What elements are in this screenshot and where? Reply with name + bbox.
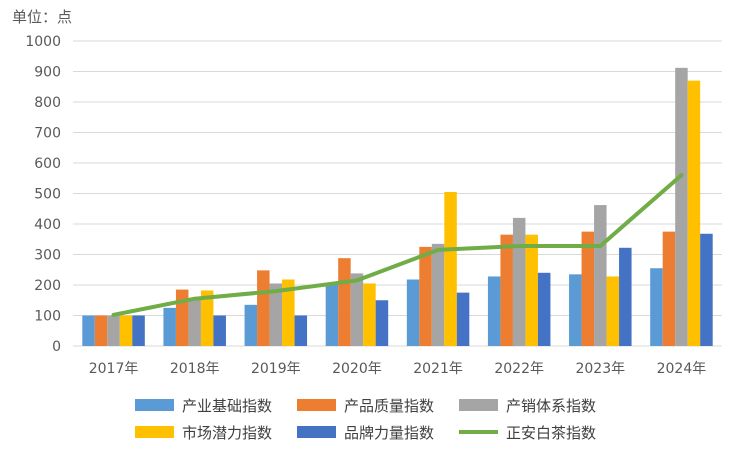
y-tick-label: 200 [34,278,61,294]
bar-series [82,67,713,347]
legend-label: 产业基础指数 [182,397,272,415]
bar [350,273,364,346]
bar [581,231,595,346]
unit-label: 单位：点 [12,8,72,26]
bar [282,279,295,346]
bar [107,315,120,346]
y-tick-label: 500 [34,187,61,203]
bar [419,246,432,346]
bar [269,283,283,346]
bar [257,270,270,346]
bar [188,298,201,346]
legend-label: 正安白茶指数 [506,424,596,442]
bar [325,285,339,346]
bar [594,205,607,346]
y-tick-label: 600 [34,156,61,172]
y-tick-label: 100 [34,309,61,325]
legend-label: 产品质量指数 [344,397,434,415]
legend-swatch [135,399,174,411]
legend-swatch [297,399,336,411]
bar [132,315,145,346]
bar [606,276,620,346]
y-tick-label: 700 [34,126,61,142]
y-tick-label: 300 [34,248,61,264]
bar [456,292,470,346]
bar [512,217,526,346]
legend-label: 市场潜力指数 [182,424,272,442]
x-tick-label: 2020年 [332,361,382,377]
bar [662,231,676,346]
bar [375,300,389,346]
bar [338,258,351,346]
bar [444,191,457,346]
bar [82,315,95,346]
bar [525,234,538,346]
x-tick-label: 2021年 [413,361,463,377]
bar [650,268,663,346]
x-tick-label: 2017年 [89,361,139,377]
x-tick-label: 2024年 [657,361,707,377]
x-tick-label: 2022年 [494,361,544,377]
x-axis-ticks: 2017年 2018年 2019年 2020年 2021年 2022年 2023年 2024年 [89,361,707,377]
y-tick-label: 900 [34,65,61,81]
legend-swatch [297,426,336,438]
y-tick-label: 0 [52,339,61,355]
line-series [111,173,684,317]
bar [487,276,501,346]
bar [537,272,551,346]
x-tick-label: 2023年 [575,361,625,377]
y-tick-label: 400 [34,217,61,233]
bar [94,315,108,346]
y-tick-label: 1000 [25,34,61,50]
legend-label: 产销体系指数 [506,397,596,415]
x-tick-label: 2019年 [251,361,301,377]
legend-swatch [459,399,498,411]
bar [294,315,308,346]
bar [700,233,713,346]
bar [569,274,582,346]
bar [500,234,513,346]
y-tick-label: 800 [34,95,61,111]
bar [244,304,258,346]
bar [363,283,376,346]
bar [619,247,632,346]
y-axis-ticks: 0 100 200 300 400 500 600 700 800 900 1000 [25,34,61,355]
bar [213,315,226,346]
x-tick-label: 2018年 [170,361,220,377]
bar [687,80,701,347]
legend-label: 品牌力量指数 [344,424,434,442]
series-line [111,173,684,317]
legend-swatch [135,426,174,438]
bar [175,289,189,346]
bar [431,243,445,346]
bar [406,279,420,346]
bar [675,67,688,346]
bar [163,307,176,346]
bar [200,290,214,346]
bar [119,315,133,346]
